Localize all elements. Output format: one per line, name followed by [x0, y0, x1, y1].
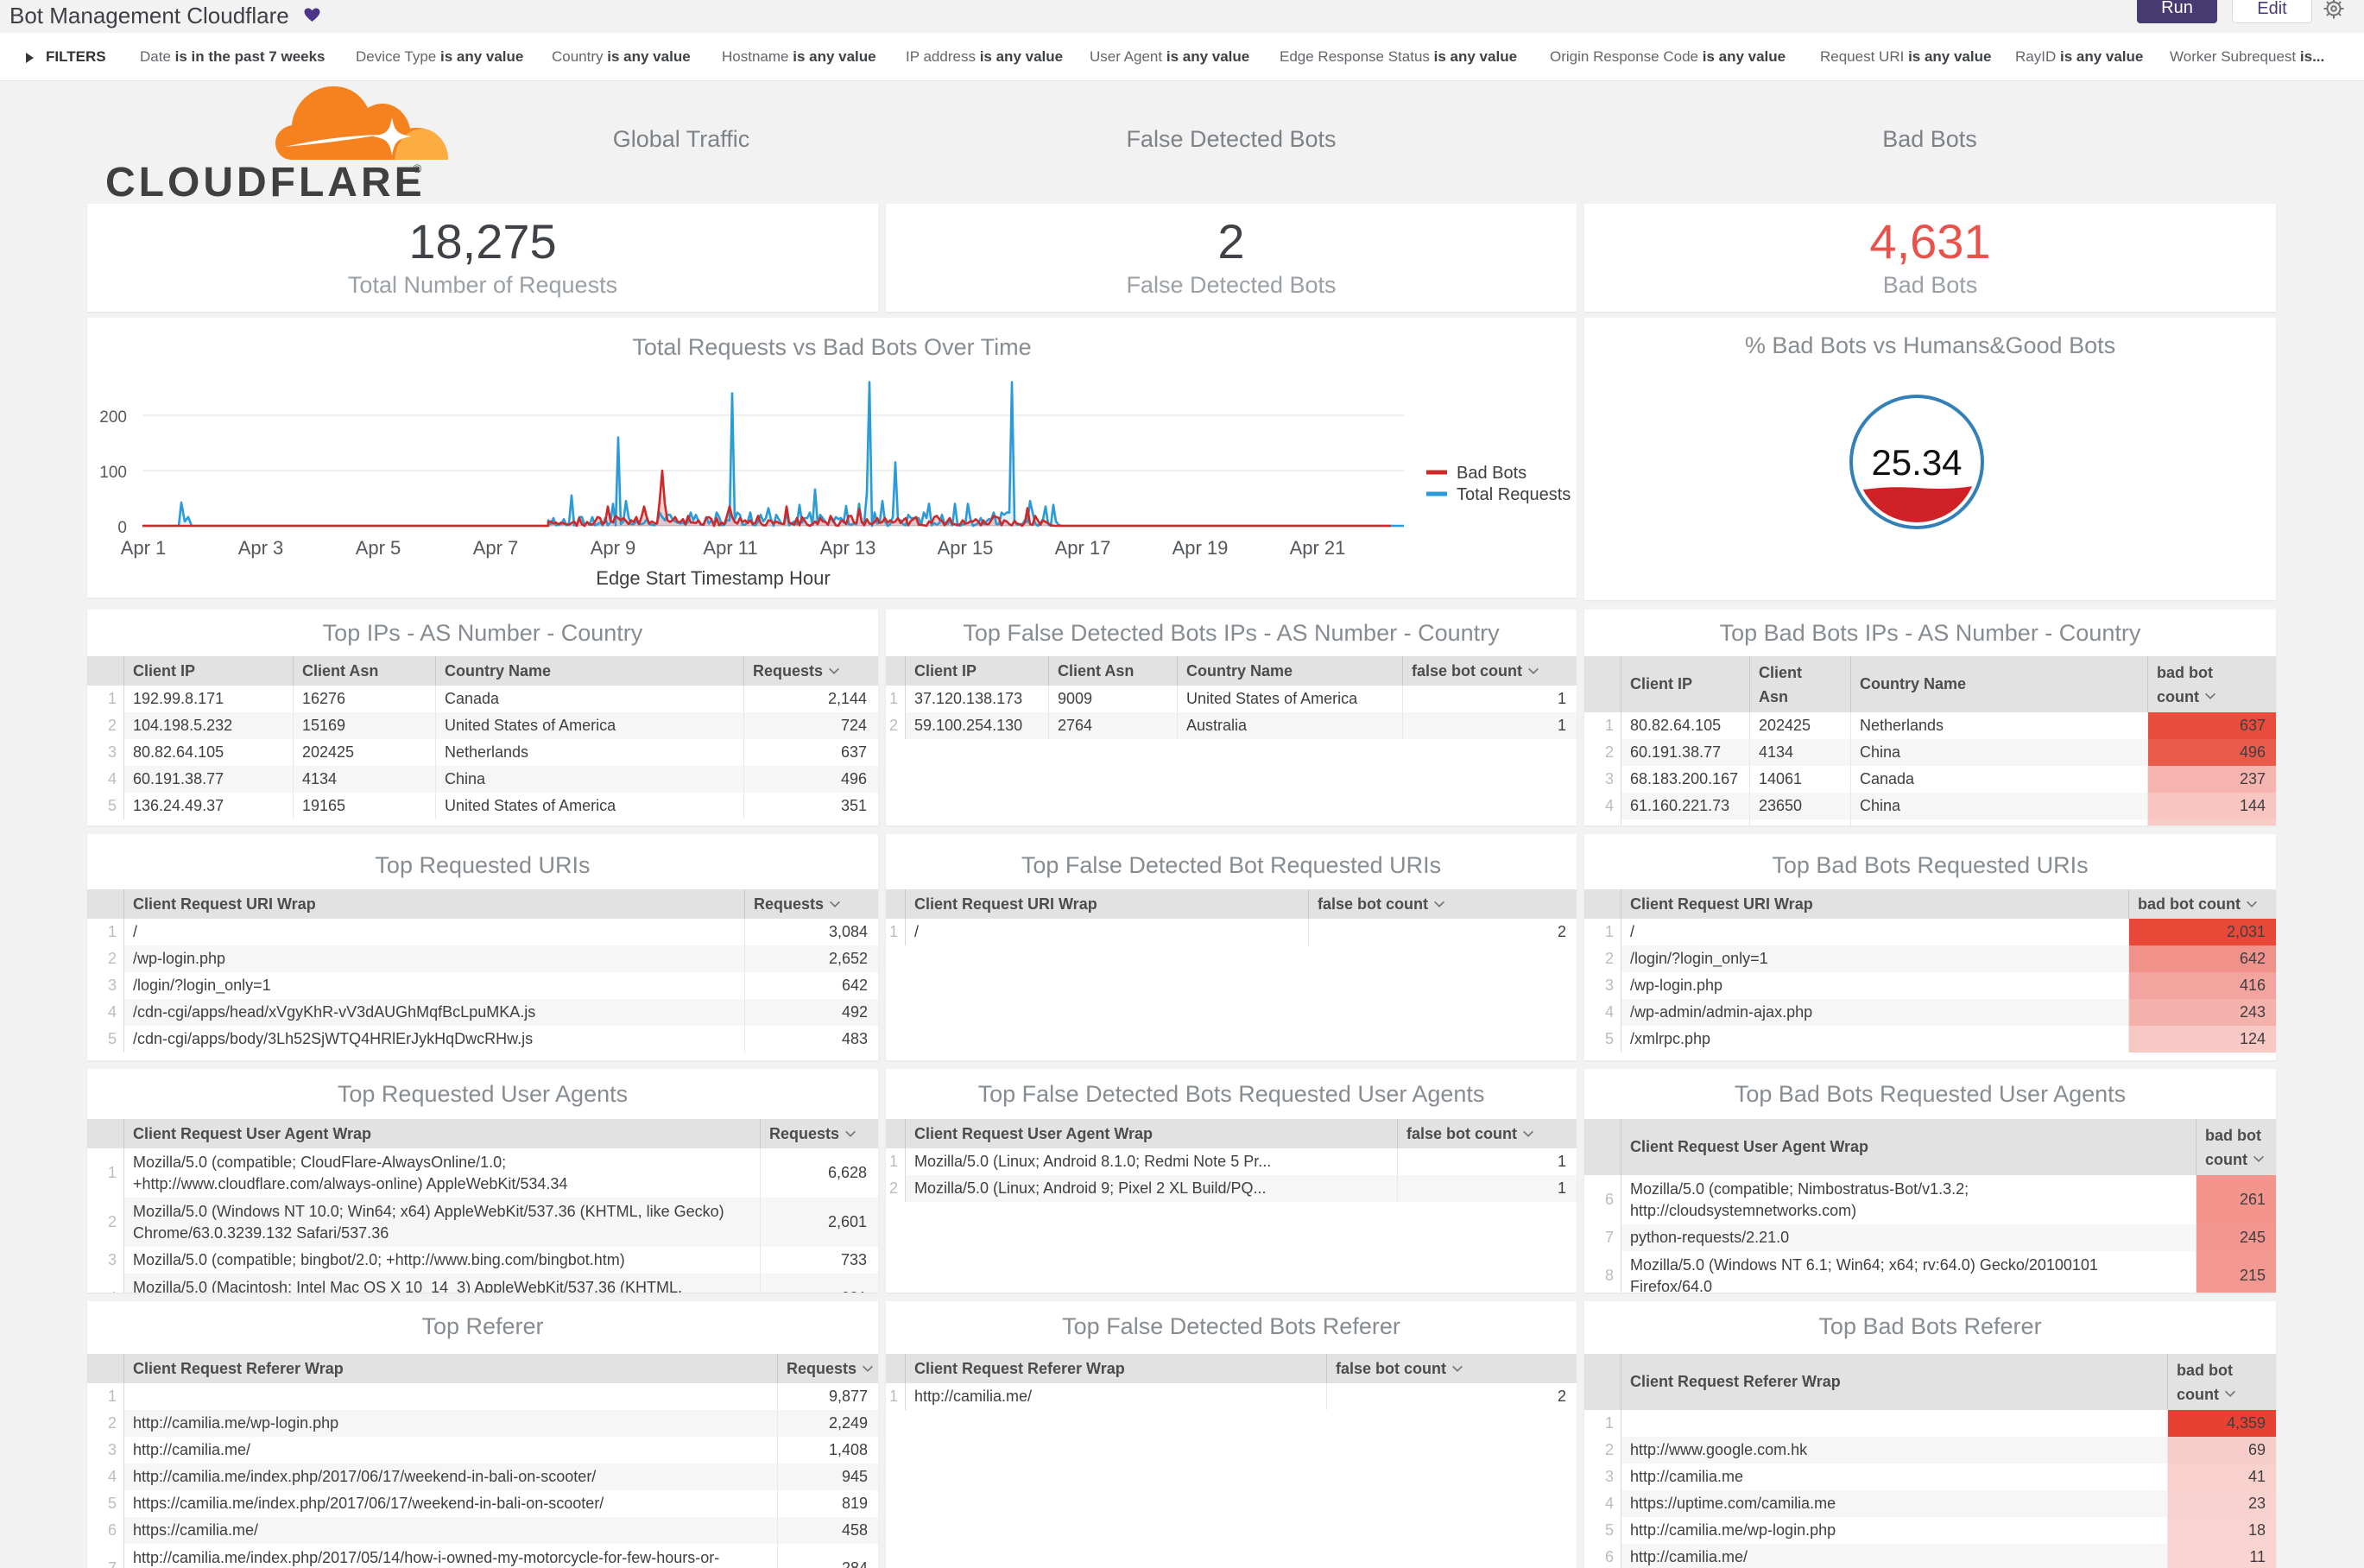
svg-text:Apr 3: Apr 3: [238, 537, 284, 559]
svg-text:®: ®: [413, 161, 422, 175]
svg-text:Apr 21: Apr 21: [1290, 537, 1346, 559]
svg-text:Total Requests: Total Requests: [1457, 485, 1571, 504]
svg-text:Apr 7: Apr 7: [473, 537, 519, 559]
svg-text:Apr 17: Apr 17: [1055, 537, 1111, 559]
svg-text:Apr 15: Apr 15: [938, 537, 994, 559]
svg-text:200: 200: [99, 408, 127, 427]
svg-text:Apr 5: Apr 5: [356, 537, 401, 559]
svg-text:Apr 9: Apr 9: [591, 537, 636, 559]
svg-text:CLOUDFLARE: CLOUDFLARE: [105, 160, 426, 205]
svg-text:Apr 13: Apr 13: [820, 537, 876, 559]
svg-text:Apr 11: Apr 11: [703, 537, 757, 559]
svg-text:Apr 1: Apr 1: [121, 537, 167, 559]
svg-text:Bad Bots: Bad Bots: [1457, 464, 1526, 483]
svg-text:100: 100: [99, 464, 127, 482]
svg-text:0: 0: [117, 519, 127, 537]
svg-text:25.34: 25.34: [1871, 442, 1962, 483]
svg-text:Edge Start Timestamp Hour: Edge Start Timestamp Hour: [596, 567, 830, 589]
svg-text:Apr 19: Apr 19: [1173, 537, 1229, 559]
